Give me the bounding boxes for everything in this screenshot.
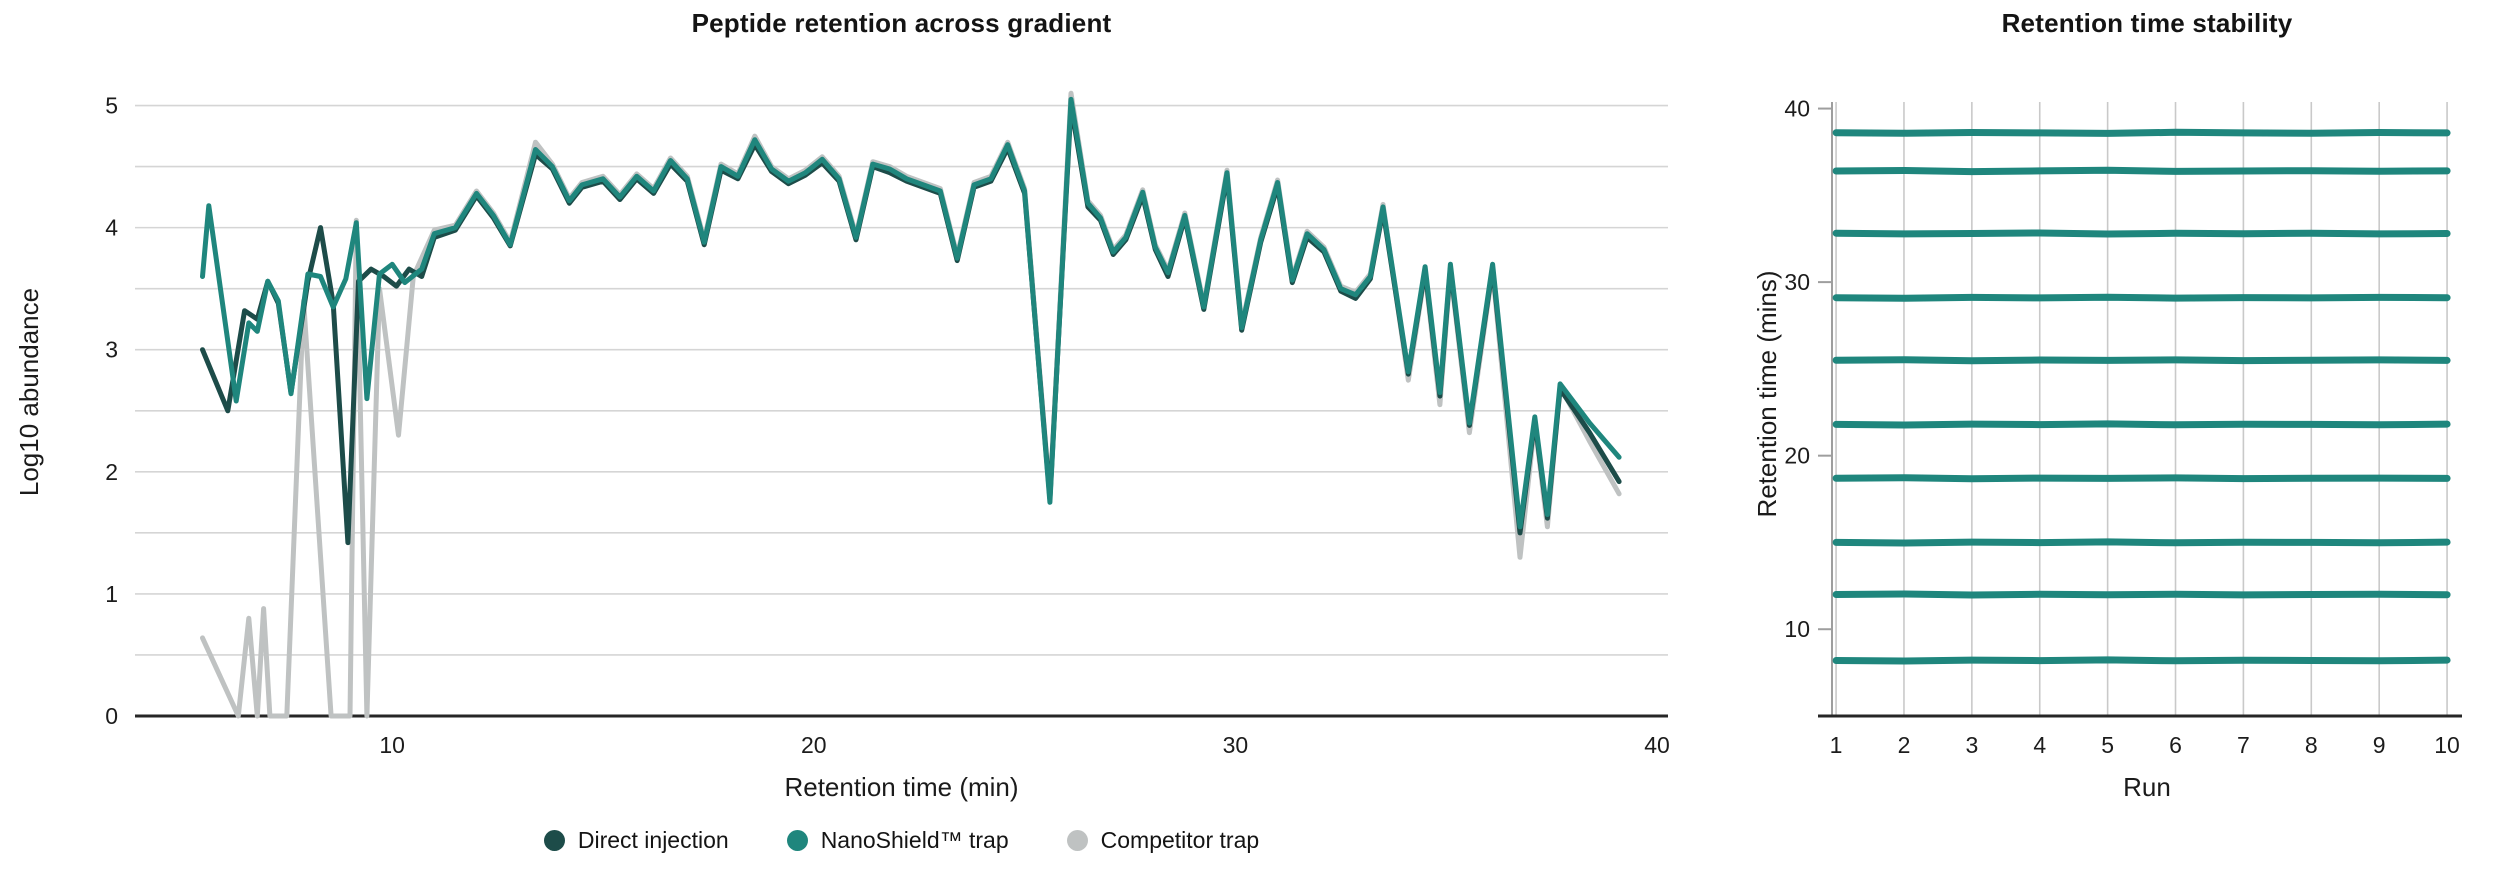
retention-line-peptide-6: [1832, 420, 2451, 429]
right-chart-y-tick-label: 30: [1784, 269, 1810, 295]
right-chart-x-tick-label: 10: [2434, 732, 2460, 758]
right-chart-x-tick-label: 5: [2101, 732, 2114, 758]
left-chart-y-tick-label: 5: [105, 93, 118, 119]
legend-label-nanoshield-trap: NanoShield™ trap: [820, 827, 1009, 853]
right-chart-y-tick-label: 40: [1784, 96, 1810, 122]
right-chart-x-tick-label: 4: [2033, 732, 2046, 758]
legend-label-direct-injection: Direct injection: [577, 827, 729, 853]
direct-injection-dot-icon: [543, 830, 565, 851]
left-chart-y-tick-label: 4: [105, 215, 118, 241]
legend-item-nanoshield-trap: NanoShield™ trap: [786, 827, 1009, 854]
right-chart-x-axis-label: Run: [2123, 772, 2171, 802]
retention-line-peptide-2: [1832, 166, 2451, 176]
retention-line-peptide-1: [1832, 128, 2451, 137]
right-chart-y-tick-label: 20: [1784, 443, 1810, 469]
right-chart-title: Retention time stability: [2001, 8, 2293, 38]
retention-line-peptide-9: [1832, 590, 2451, 599]
right-chart-y-axis-label: Retention time (mins): [1752, 270, 1782, 518]
right-chart-x-tick-label: 1: [1830, 732, 1843, 758]
right-chart-x-tick-label: 9: [2373, 732, 2386, 758]
left-chart-y-tick-label: 1: [105, 581, 118, 607]
nanoshield-trap-dot-icon: [786, 830, 808, 851]
competitor-trap-dot-icon: [1066, 830, 1088, 851]
retention-line-peptide-5: [1832, 356, 2451, 365]
legend: Direct injection NanoShield™ trap Compet…: [135, 827, 1668, 854]
left-chart-y-tick-label: 0: [105, 703, 118, 729]
retention-line-peptide-10: [1832, 656, 2451, 665]
right-chart-x-tick-label: 3: [1965, 732, 1978, 758]
left-chart-x-axis-label: Retention time (min): [784, 772, 1019, 802]
retention-line-peptide-4: [1832, 293, 2451, 302]
right-chart-x-tick-label: 6: [2169, 732, 2182, 758]
legend-item-competitor-trap: Competitor trap: [1066, 827, 1260, 854]
right-chart-x-tick-label: 8: [2305, 732, 2318, 758]
legend-item-direct-injection: Direct injection: [543, 827, 729, 854]
left-chart-x-tick-label: 30: [1223, 732, 1249, 758]
series-line-competitor-trap: [200, 90, 1622, 719]
left-chart-x-tick-label: 40: [1644, 732, 1670, 758]
series-line-direct-injection: [200, 103, 1622, 546]
series-line-nanoshield-trap: [200, 96, 1622, 530]
right-chart-y-tick-label: 10: [1784, 616, 1810, 642]
left-chart-title: Peptide retention across gradient: [691, 8, 1112, 38]
retention-line-peptide-3: [1832, 229, 2451, 238]
retention-line-peptide-8: [1832, 538, 2451, 547]
left-chart-x-tick-label: 20: [801, 732, 827, 758]
legend-label-competitor-trap: Competitor trap: [1100, 827, 1260, 853]
left-chart-y-tick-label: 2: [105, 459, 118, 485]
right-chart-x-tick-label: 2: [1898, 732, 1911, 758]
left-chart-y-tick-label: 3: [105, 337, 118, 363]
retention-line-peptide-7: [1832, 474, 2451, 483]
left-chart-x-tick-label: 10: [379, 732, 405, 758]
left-chart-y-axis-label: Log10 abundance: [14, 287, 44, 497]
right-chart-x-tick-label: 7: [2237, 732, 2250, 758]
